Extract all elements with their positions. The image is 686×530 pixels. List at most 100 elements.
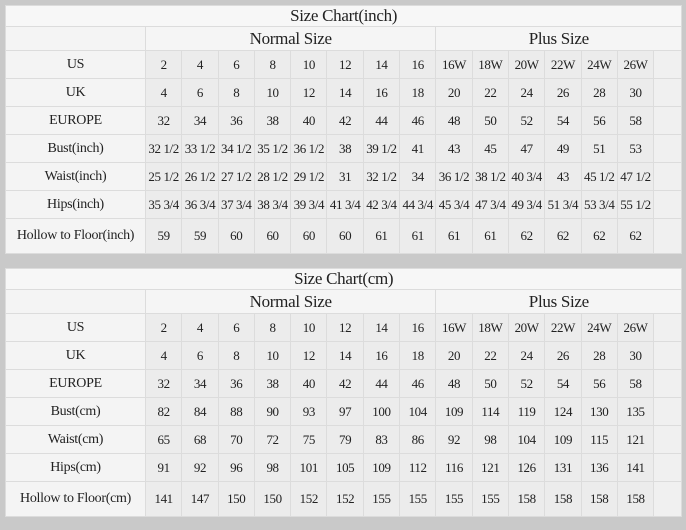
size-cell: 61 [362, 218, 401, 254]
size-cell: 52 [507, 106, 546, 135]
size-cell: 47 3/4 [471, 190, 509, 219]
size-cell: 98 [253, 453, 292, 482]
size-cell: 16W [435, 50, 473, 79]
table-row: Hips(cm) 91 92 96 98 101 105 109 112 116 121 126 131… [5, 453, 683, 482]
row-label: Hollow to Floor(inch) [5, 218, 146, 254]
size-cell: 101 [290, 453, 328, 482]
size-cell: 135 [616, 397, 655, 426]
size-cell: 31 [326, 162, 364, 191]
size-cell: 14 [326, 341, 364, 370]
size-cell: 41 [399, 134, 437, 163]
size-cell: 26W [616, 313, 655, 342]
group-normal-size: Normal Size [144, 26, 437, 51]
table-row: Hollow to Floor(cm) 141 147 150 150 152 152 155… [5, 481, 683, 517]
size-cell: 38 3/4 [253, 190, 292, 219]
size-cell: 47 1/2 [616, 162, 655, 191]
group-normal-size: Normal Size [144, 289, 437, 314]
size-cell: 4 [144, 341, 183, 370]
row-label: UK [5, 78, 146, 107]
size-cell: 32 [144, 369, 183, 398]
size-cell: 84 [181, 397, 219, 426]
row-label: US [5, 313, 146, 342]
size-cell: 141 [144, 481, 183, 517]
size-cell: 22W [544, 50, 582, 79]
size-cell: 36 1/2 [435, 162, 473, 191]
size-cell: 10 [290, 50, 328, 79]
size-cell: 45 [471, 134, 509, 163]
size-cell: 22 [471, 341, 509, 370]
size-cell: 28 1/2 [253, 162, 292, 191]
size-cell: 6 [181, 341, 219, 370]
size-cell: 26 [544, 78, 582, 107]
size-cell: 24W [580, 50, 618, 79]
size-cell: 131 [544, 453, 582, 482]
size-chart-cm: Size Chart(cm) Normal Size Plus Size US 2 4 6 8… [4, 268, 683, 517]
size-cell: 37 3/4 [217, 190, 255, 219]
empty-cell [653, 134, 683, 163]
size-cell: 26W [616, 50, 655, 79]
table-row: EUROPE 32 34 36 38 40 42 44 46 48 50 52 54 56 58 [5, 106, 683, 135]
size-cell: 126 [507, 453, 546, 482]
empty-cell [653, 218, 683, 254]
size-cell: 47 [507, 134, 546, 163]
empty-cell [653, 369, 683, 398]
size-cell: 30 [616, 341, 655, 370]
size-cell: 32 [144, 106, 183, 135]
size-cell: 48 [435, 106, 473, 135]
size-cell: 155 [471, 481, 509, 517]
size-cell: 42 [326, 369, 364, 398]
size-cell: 49 3/4 [507, 190, 546, 219]
row-label: Bust(cm) [5, 397, 146, 426]
size-cell: 45 1/2 [580, 162, 618, 191]
size-cell: 61 [435, 218, 473, 254]
row-label: US [5, 50, 146, 79]
size-cell: 65 [144, 425, 183, 454]
size-cell: 61 [399, 218, 437, 254]
size-cell: 8 [217, 341, 255, 370]
empty-cell [653, 50, 683, 79]
size-cell: 141 [616, 453, 655, 482]
size-cell: 40 [290, 106, 328, 135]
size-cell: 6 [217, 313, 255, 342]
size-cell: 124 [544, 397, 582, 426]
size-cell: 26 [544, 341, 582, 370]
size-cell: 44 [362, 369, 401, 398]
row-label: Bust(inch) [5, 134, 146, 163]
size-cell: 46 [399, 369, 437, 398]
size-cell: 86 [399, 425, 437, 454]
corner-cell [5, 26, 146, 51]
size-cell: 44 [362, 106, 401, 135]
size-cell: 109 [362, 453, 401, 482]
empty-cell [653, 106, 683, 135]
size-cell: 46 [399, 106, 437, 135]
size-cell: 112 [399, 453, 437, 482]
size-cell: 40 3/4 [507, 162, 546, 191]
size-cell: 58 [616, 369, 655, 398]
size-cell: 12 [326, 50, 364, 79]
row-label: Hips(cm) [5, 453, 146, 482]
size-cell: 62 [544, 218, 582, 254]
row-label: EUROPE [5, 106, 146, 135]
empty-cell [653, 397, 683, 426]
empty-cell [653, 190, 683, 219]
row-label: Waist(cm) [5, 425, 146, 454]
size-cell: 20 [435, 78, 473, 107]
size-cell: 27 1/2 [217, 162, 255, 191]
size-cell: 10 [253, 78, 292, 107]
size-cell: 70 [217, 425, 255, 454]
size-cell: 56 [580, 369, 618, 398]
empty-cell [653, 162, 683, 191]
chart-title: Size Chart(inch) [4, 5, 683, 27]
size-cell: 34 [399, 162, 437, 191]
size-cell: 26 1/2 [181, 162, 219, 191]
size-table: Size Chart(cm) Normal Size Plus Size US 2 4 6 8… [4, 268, 683, 517]
size-cell: 16 [399, 313, 437, 342]
group-plus-size: Plus Size [435, 289, 683, 314]
size-cell: 62 [507, 218, 546, 254]
size-cell: 43 [544, 162, 582, 191]
group-plus-size: Plus Size [435, 26, 683, 51]
size-cell: 158 [544, 481, 582, 517]
size-cell: 158 [616, 481, 655, 517]
size-cell: 20W [507, 50, 546, 79]
size-cell: 98 [471, 425, 509, 454]
